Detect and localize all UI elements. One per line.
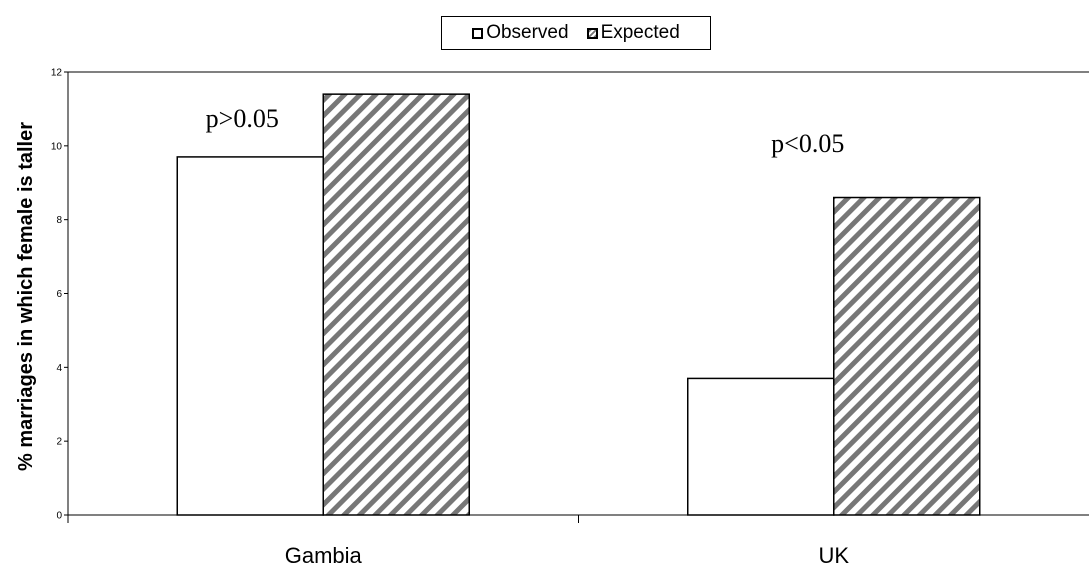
y-tick-label-12: 12 bbox=[51, 68, 63, 79]
legend: Observed Expected bbox=[441, 16, 711, 50]
y-tick-label-0: 0 bbox=[56, 511, 62, 522]
legend-swatch-expected bbox=[586, 27, 598, 39]
x-tick-label-gambia: Gambia bbox=[285, 543, 363, 568]
x-tick-label-uk: UK bbox=[818, 543, 849, 568]
legend-label-expected: Expected bbox=[600, 22, 680, 43]
y-axis-title: % marriages in which female is taller bbox=[15, 122, 37, 471]
annotation-gambia: p>0.05 bbox=[206, 104, 279, 133]
y-tick-label-8: 8 bbox=[56, 215, 62, 226]
y-tick-label-2: 2 bbox=[56, 437, 62, 448]
legend-item-observed: Observed bbox=[472, 22, 569, 44]
y-tick-label-10: 10 bbox=[51, 141, 63, 152]
y-tick-label-4: 4 bbox=[56, 363, 62, 374]
legend-label-observed: Observed bbox=[486, 22, 569, 43]
bar-expected-uk bbox=[833, 196, 981, 516]
bar-observed-gambia bbox=[176, 156, 324, 516]
bar-observed-uk bbox=[687, 377, 835, 516]
legend-swatch-observed bbox=[472, 27, 484, 39]
y-tick-label-6: 6 bbox=[56, 289, 62, 300]
legend-item-expected: Expected bbox=[586, 22, 680, 44]
annotation-uk: p<0.05 bbox=[771, 129, 844, 158]
bar-expected-gambia bbox=[322, 93, 470, 516]
